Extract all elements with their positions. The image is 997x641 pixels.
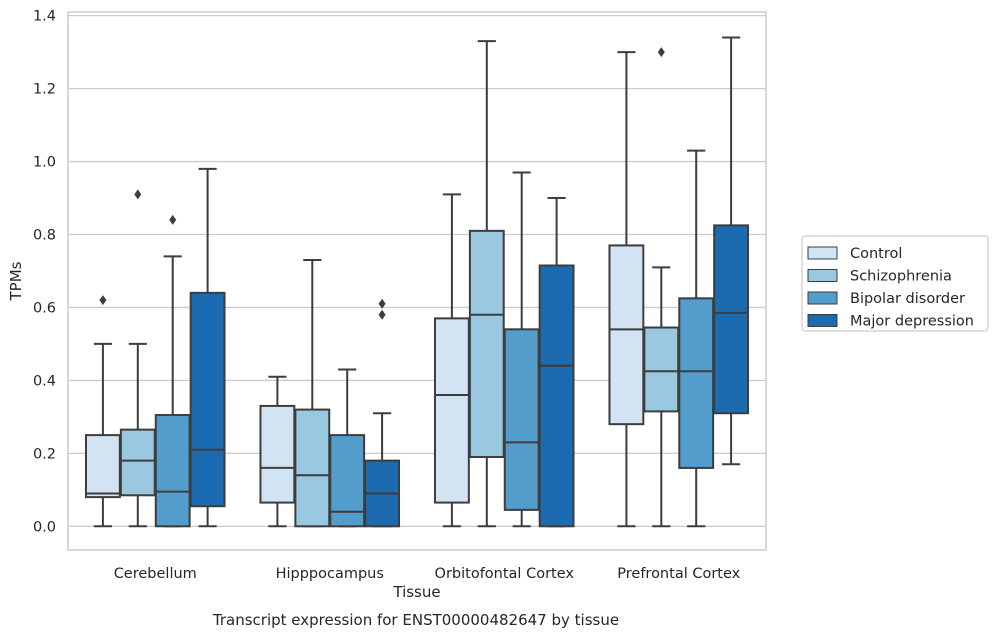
- outlier-point: [134, 189, 142, 200]
- box-iqr: [468, 229, 505, 458]
- box-iqr: [259, 404, 296, 504]
- y-axis-label: TPMs: [7, 261, 25, 301]
- legend-frame: [801, 235, 989, 332]
- box-iqr: [643, 326, 680, 413]
- outlier-point: [378, 309, 386, 320]
- outlier-point: [657, 47, 665, 58]
- chart-title: Transcript expression for ENST0000048264…: [212, 611, 619, 629]
- legend-swatch: [807, 269, 838, 282]
- x-axis-ticks: Cerebellum Hipppocampus Orbitofontal Corte…: [114, 566, 741, 582]
- y-tick-label: 1.2: [33, 82, 56, 98]
- y-tick-label: 0.0: [33, 519, 56, 535]
- box-iqr: [678, 297, 715, 469]
- x-tick-label: Cerebellum: [114, 566, 197, 582]
- legend-label: Schizophrenia: [850, 269, 952, 285]
- box-iqr: [189, 291, 226, 508]
- legend: Control Schizophrenia Bipolar disorder Majo…: [801, 235, 989, 332]
- box-iqr: [294, 408, 331, 528]
- legend-label: Bipolar disorder: [850, 291, 965, 307]
- y-tick-label: 1.0: [33, 155, 56, 171]
- box-iqr: [713, 224, 750, 415]
- box-iqr: [503, 328, 540, 511]
- outlier-point: [99, 295, 107, 306]
- box-plot: [608, 51, 645, 528]
- legend-label: Major depression: [850, 314, 974, 330]
- y-tick-label: 0.8: [33, 227, 56, 243]
- legend-swatch: [807, 291, 838, 305]
- box-iqr: [538, 264, 575, 528]
- y-tick-label: 0.6: [33, 300, 56, 316]
- box-plot: [364, 298, 401, 528]
- box-plot: [643, 47, 680, 528]
- y-axis-ticks: 0.0 0.2 0.4 0.6 0.8 1.0 1.2 1.4: [33, 9, 56, 536]
- box-plot: [259, 375, 296, 528]
- box-plot: [154, 214, 191, 528]
- x-axis-label: Tissue: [392, 583, 440, 601]
- box-iqr: [119, 428, 156, 497]
- box-plot: [468, 40, 505, 528]
- box-plot: [713, 36, 750, 466]
- box-plot: [294, 259, 331, 528]
- x-tick-label: Prefrontal Cortex: [617, 566, 740, 582]
- box-iqr: [154, 414, 191, 528]
- box-plot: [84, 295, 121, 528]
- box-iqr: [433, 317, 470, 504]
- box-plot: [119, 189, 156, 528]
- box-iqr: [608, 244, 645, 426]
- y-tick-label: 0.2: [33, 446, 56, 462]
- x-tick-label: Hipppocampus: [276, 566, 384, 582]
- outlier-point: [169, 214, 177, 225]
- box-plot: [503, 171, 540, 528]
- box-groups: [84, 36, 750, 528]
- outlier-point: [378, 298, 386, 309]
- legend-swatch: [807, 314, 838, 327]
- y-tick-label: 0.4: [33, 373, 56, 389]
- box-plot: [433, 193, 470, 528]
- x-tick-label: Orbitofontal Cortex: [435, 566, 575, 582]
- box-plot: [329, 368, 366, 528]
- box-plot: [189, 167, 226, 528]
- y-tick-label: 1.4: [33, 9, 56, 25]
- box-plot: [538, 197, 575, 528]
- legend-swatch: [807, 246, 838, 260]
- box-plot: [678, 149, 715, 528]
- box-iqr: [84, 434, 121, 499]
- plot-area-frame: [67, 11, 767, 551]
- legend-label: Control: [850, 246, 902, 262]
